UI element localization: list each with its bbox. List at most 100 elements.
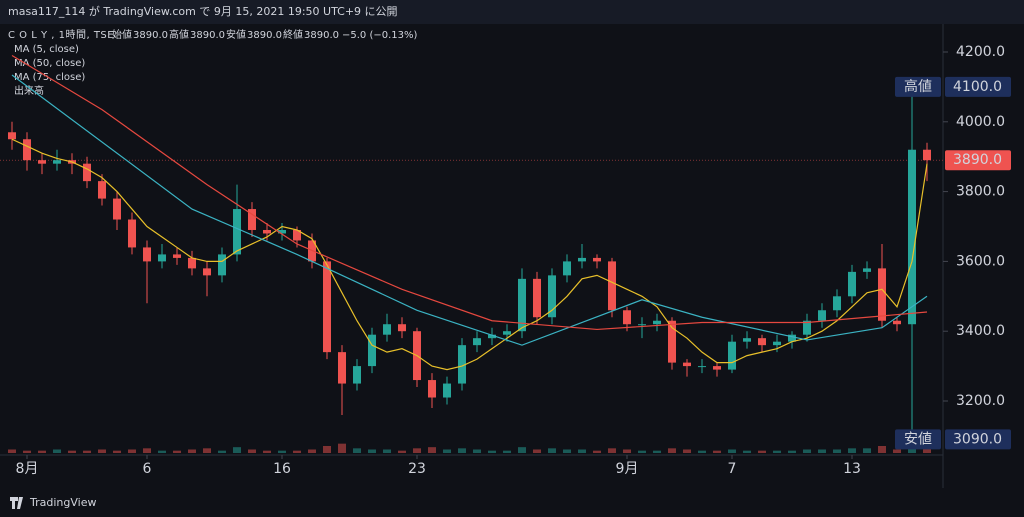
legend-study: MA (5, close) (14, 44, 79, 55)
volume-bar (458, 448, 466, 453)
volume-bar (653, 450, 661, 453)
volume-bar (248, 449, 256, 453)
candle-body (278, 229, 286, 234)
candle-body (248, 209, 256, 230)
volume-bar (548, 448, 556, 453)
volume-bar (518, 447, 526, 453)
candle-body (533, 278, 541, 318)
candle-body (473, 338, 481, 346)
volume-bar (608, 448, 616, 453)
x-tick-label: 16 (273, 461, 291, 477)
candle-body (263, 229, 271, 234)
candle-body (653, 320, 661, 325)
volume-bar (893, 449, 901, 453)
candle-body (8, 132, 16, 140)
candle-body (758, 338, 766, 346)
volume-bar (638, 450, 646, 453)
volume-bar (728, 449, 736, 453)
volume-bar (788, 450, 796, 453)
x-tick-label: 7 (728, 461, 737, 477)
volume-bar (188, 449, 196, 453)
x-tick-label: 23 (408, 461, 426, 477)
candle-body (353, 366, 361, 384)
volume-bar (368, 449, 376, 453)
brand-name: TradingView (29, 496, 96, 509)
volume-bar (338, 443, 346, 453)
candle-body (623, 310, 631, 325)
volume-bar (758, 450, 766, 453)
candle-body (593, 257, 601, 262)
volume-bar (38, 450, 46, 453)
candle-body (713, 366, 721, 370)
price-label-name: 安値 (904, 431, 932, 447)
candle-body (638, 324, 646, 326)
y-tick-label: 3200.0 (956, 393, 1005, 409)
candle-body (878, 268, 886, 321)
volume-bar (743, 450, 751, 453)
candle-body (53, 160, 61, 164)
volume-bar (863, 448, 871, 453)
volume-bar (53, 449, 61, 453)
legend-change: −5.0 (−0.13%) (342, 30, 418, 41)
ma-line (11, 138, 928, 371)
volume-bar (698, 450, 706, 453)
y-tick-label: 3400.0 (956, 323, 1005, 339)
header-title: masa117_114 が TradingView.com で 9月 15, 2… (8, 4, 398, 18)
candle-body (368, 334, 376, 367)
candle-body (338, 352, 346, 384)
volume-bar (218, 450, 226, 453)
volume-bar (83, 450, 91, 453)
legend-study: MA (50, close) (14, 58, 85, 69)
volume-bar (293, 450, 301, 453)
legend-symbol: C O L Y , 1時間, TSE (8, 29, 114, 41)
volume-bar (413, 448, 421, 453)
volume-bar (623, 449, 631, 453)
candle-body (683, 362, 691, 367)
volume-bar (68, 450, 76, 453)
legend-ohlc-value: 3890.0 (190, 30, 225, 41)
volume-bar (113, 450, 121, 453)
candle-body (113, 198, 121, 220)
candle-body (773, 341, 781, 346)
x-tick-label: 9月 (616, 461, 639, 477)
volume-bar (578, 449, 586, 453)
volume-bar (203, 448, 211, 453)
legend-ohlc-name: 終値 (283, 28, 303, 41)
y-tick-label: 3800.0 (956, 184, 1005, 200)
volume-bar (143, 448, 151, 453)
price-label-name: 高値 (904, 78, 932, 95)
candle-body (608, 261, 616, 311)
volume-bar (878, 446, 886, 453)
candle-body (188, 257, 196, 269)
candle-body (83, 163, 91, 182)
candle-body (503, 331, 511, 335)
volume-bar (233, 447, 241, 453)
candle-body (803, 320, 811, 335)
x-tick-label: 8月 (16, 461, 39, 477)
candle-body (233, 209, 241, 255)
candle-body (128, 219, 136, 248)
volume-bar (383, 449, 391, 453)
candle-body (818, 310, 826, 321)
candle-body (38, 160, 46, 164)
volume-bar (473, 449, 481, 453)
y-tick-label: 4000.0 (956, 114, 1005, 130)
candle-body (863, 268, 871, 272)
volume-bar (713, 450, 721, 453)
candle-body (203, 268, 211, 276)
volume-bar (773, 450, 781, 453)
volume-bar (818, 449, 826, 453)
candle-body (23, 139, 31, 161)
volume-bar (803, 449, 811, 453)
legend-ohlc-name: 始値 (112, 28, 132, 41)
volume-bar (308, 449, 316, 453)
legend-ohlc-value: 3890.0 (133, 30, 168, 41)
candle-body (578, 257, 586, 262)
candle-body (923, 149, 931, 161)
volume-bar (398, 450, 406, 453)
volume-bar (353, 448, 361, 453)
volume-bar (668, 448, 676, 453)
footer-bar (0, 488, 1024, 517)
y-tick-label: 3600.0 (956, 253, 1005, 269)
